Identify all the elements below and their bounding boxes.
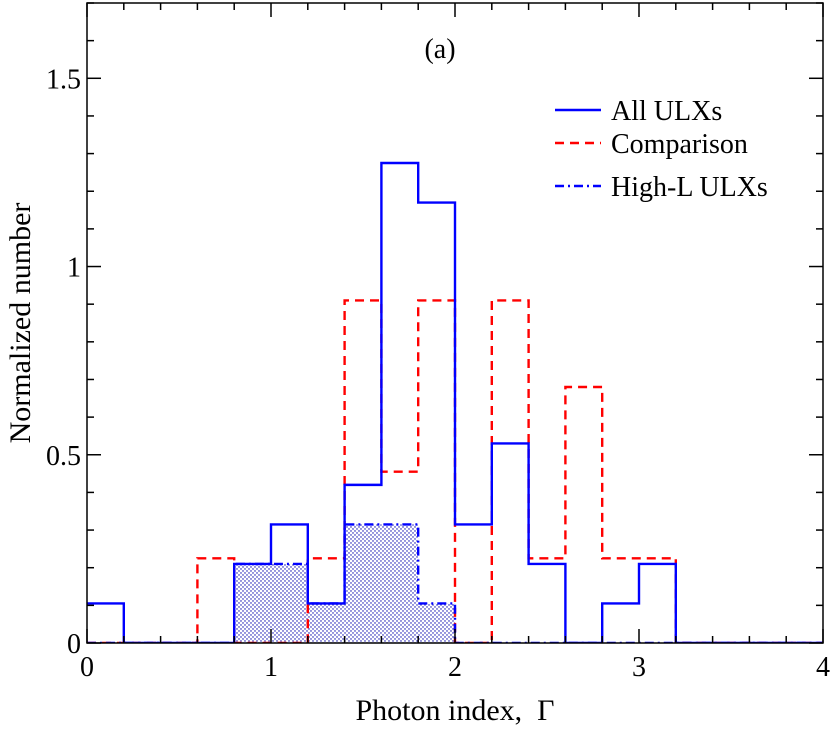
x-tick-label: 3 [632,652,646,683]
legend-label: All ULXs [611,96,722,127]
fill-bar [307,603,345,643]
legend-label: High-L ULXs [611,172,768,203]
x-tick-label: 1 [264,652,278,683]
y-tick-label: 0 [67,629,81,660]
fill-bar [344,524,382,643]
fill-bar [381,524,419,643]
fill-bar [234,563,271,643]
y-tick-label: 1 [67,253,81,284]
y-tick-label: 1.5 [46,64,81,95]
series-line-all-ulxs [87,161,823,643]
legend-label: Comparison [611,129,748,160]
x-axis-label: Photon index, Γ [355,694,554,727]
y-axis-label: Normalized number [4,203,37,444]
fill-bar [271,563,308,643]
x-tick-label: 2 [448,652,462,683]
panel-label: (a) [424,34,455,65]
fill-bar [418,603,455,643]
x-tick-label: 4 [816,652,830,683]
y-tick-label: 0.5 [46,441,81,472]
x-tick-label: 0 [80,652,94,683]
